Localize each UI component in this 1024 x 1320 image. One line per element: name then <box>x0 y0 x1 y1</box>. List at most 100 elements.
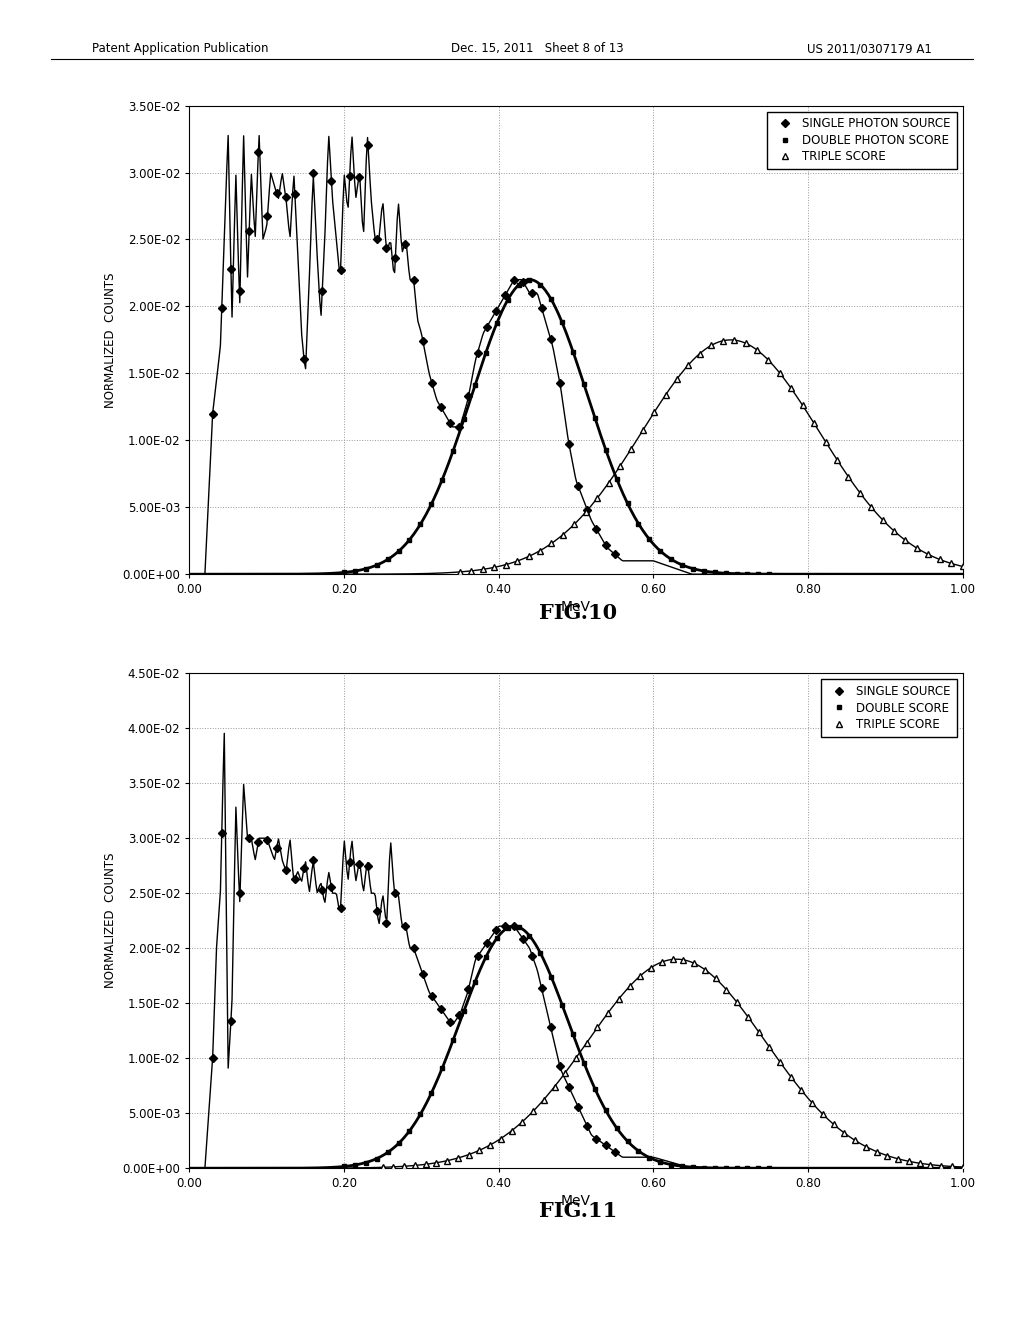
SINGLE PHOTON SOURCE <box>563 436 575 451</box>
Text: FIG.10: FIG.10 <box>540 603 617 623</box>
TRIPLE SCORE <box>648 404 660 420</box>
SINGLE SOURCE <box>307 853 319 869</box>
TRIPLE SCORE <box>956 558 969 574</box>
SINGLE SOURCE <box>233 886 246 902</box>
DOUBLE SCORE <box>654 1154 667 1170</box>
SINGLE PHOTON SOURCE <box>508 272 520 288</box>
DOUBLE PHOTON SCORE <box>338 565 350 581</box>
Text: Patent Application Publication: Patent Application Publication <box>92 42 268 55</box>
SINGLE PHOTON SOURCE <box>471 345 483 360</box>
DOUBLE SCORE <box>730 1160 742 1176</box>
DOUBLE SCORE <box>535 945 547 961</box>
TRIPLE SCORE <box>797 397 809 413</box>
DOUBLE PHOTON SCORE <box>479 345 492 360</box>
SINGLE PHOTON SOURCE <box>261 209 273 224</box>
DOUBLE SCORE <box>338 1159 350 1175</box>
DOUBLE PHOTON SCORE <box>349 564 361 579</box>
Legend: SINGLE PHOTON SOURCE, DOUBLE PHOTON SCORE, TRIPLE SCORE: SINGLE PHOTON SOURCE, DOUBLE PHOTON SCOR… <box>767 111 956 169</box>
TRIPLE SCORE <box>682 356 694 372</box>
DOUBLE PHOTON SCORE <box>720 565 732 581</box>
DOUBLE SCORE <box>371 1151 383 1167</box>
SINGLE SOURCE <box>326 879 338 895</box>
DOUBLE PHOTON SCORE <box>610 471 623 487</box>
TRIPLE SCORE <box>785 380 798 396</box>
DOUBLE PHOTON SCORE <box>709 565 721 581</box>
TRIPLE SCORE <box>637 422 649 438</box>
SINGLE PHOTON SOURCE <box>545 331 557 347</box>
DOUBLE PHOTON SCORE <box>600 442 612 458</box>
SINGLE SOURCE <box>417 966 429 982</box>
TRIPLE SCORE <box>591 1019 603 1035</box>
DOUBLE PHOTON SCORE <box>403 532 416 548</box>
TRIPLE SCORE <box>819 434 831 450</box>
SINGLE SOURCE <box>489 923 502 939</box>
DOUBLE SCORE <box>578 1055 590 1071</box>
X-axis label: MeV: MeV <box>561 1195 591 1208</box>
Line: DOUBLE SCORE: DOUBLE SCORE <box>342 924 772 1171</box>
Line: SINGLE SOURCE: SINGLE SOURCE <box>210 830 617 1155</box>
DOUBLE PHOTON SCORE <box>741 566 754 582</box>
DOUBLE PHOTON SCORE <box>665 552 677 568</box>
SINGLE SOURCE <box>454 1007 466 1023</box>
SINGLE PHOTON SOURCE <box>389 249 401 265</box>
SINGLE PHOTON SOURCE <box>361 137 374 153</box>
SINGLE PHOTON SOURCE <box>517 275 529 290</box>
DOUBLE PHOTON SCORE <box>730 566 742 582</box>
DOUBLE SCORE <box>697 1160 710 1176</box>
DOUBLE SCORE <box>567 1027 580 1043</box>
DOUBLE PHOTON SCORE <box>556 314 568 330</box>
DOUBLE SCORE <box>687 1159 699 1175</box>
SINGLE SOURCE <box>371 903 383 919</box>
DOUBLE SCORE <box>392 1135 404 1151</box>
DOUBLE SCORE <box>622 1134 634 1150</box>
SINGLE PHOTON SOURCE <box>599 537 611 553</box>
SINGLE SOURCE <box>316 882 329 898</box>
DOUBLE PHOTON SCORE <box>697 564 710 579</box>
SINGLE SOURCE <box>243 830 255 846</box>
SINGLE PHOTON SOURCE <box>536 300 548 315</box>
Text: FIG.11: FIG.11 <box>540 1201 617 1221</box>
SINGLE SOURCE <box>380 915 392 931</box>
SINGLE SOURCE <box>252 834 264 850</box>
TRIPLE SCORE <box>728 333 740 348</box>
SINGLE PHOTON SOURCE <box>590 521 602 537</box>
SINGLE PHOTON SOURCE <box>224 261 237 277</box>
SINGLE SOURCE <box>480 936 493 952</box>
TRIPLE SCORE <box>377 1159 389 1175</box>
Y-axis label: NORMALIZED  COUNTS: NORMALIZED COUNTS <box>104 272 117 408</box>
SINGLE SOURCE <box>536 981 548 997</box>
DOUBLE SCORE <box>403 1123 416 1139</box>
DOUBLE PHOTON SCORE <box>425 496 437 512</box>
SINGLE SOURCE <box>270 841 283 857</box>
TRIPLE SCORE <box>465 562 477 578</box>
SINGLE PHOTON SOURCE <box>408 272 420 288</box>
DOUBLE SCORE <box>479 949 492 965</box>
Legend: SINGLE SOURCE, DOUBLE SCORE, TRIPLE SCORE: SINGLE SOURCE, DOUBLE SCORE, TRIPLE SCOR… <box>821 678 956 737</box>
DOUBLE SCORE <box>665 1156 677 1172</box>
SINGLE SOURCE <box>398 919 411 935</box>
SINGLE PHOTON SOURCE <box>444 416 457 432</box>
TRIPLE SCORE <box>842 469 854 484</box>
SINGLE SOURCE <box>335 900 347 916</box>
SINGLE SOURCE <box>608 1143 621 1160</box>
TRIPLE SCORE <box>454 564 466 579</box>
DOUBLE PHOTON SCORE <box>545 292 557 308</box>
DOUBLE SCORE <box>469 974 481 990</box>
SINGLE PHOTON SOURCE <box>462 388 474 404</box>
DOUBLE SCORE <box>763 1160 775 1176</box>
DOUBLE PHOTON SCORE <box>469 378 481 393</box>
TRIPLE SCORE <box>511 553 523 569</box>
SINGLE PHOTON SOURCE <box>207 405 219 421</box>
DOUBLE SCORE <box>359 1155 372 1171</box>
TRIPLE SCORE <box>830 451 843 467</box>
SINGLE SOURCE <box>590 1131 602 1147</box>
SINGLE PHOTON SOURCE <box>298 351 310 367</box>
DOUBLE SCORE <box>753 1160 765 1176</box>
Text: US 2011/0307179 A1: US 2011/0307179 A1 <box>807 42 932 55</box>
SINGLE SOURCE <box>343 854 355 870</box>
DOUBLE SCORE <box>709 1160 721 1176</box>
Line: DOUBLE PHOTON SCORE: DOUBLE PHOTON SCORE <box>342 277 772 577</box>
DOUBLE SCORE <box>458 1003 470 1019</box>
SINGLE PHOTON SOURCE <box>270 185 283 201</box>
SINGLE SOURCE <box>207 1051 219 1067</box>
